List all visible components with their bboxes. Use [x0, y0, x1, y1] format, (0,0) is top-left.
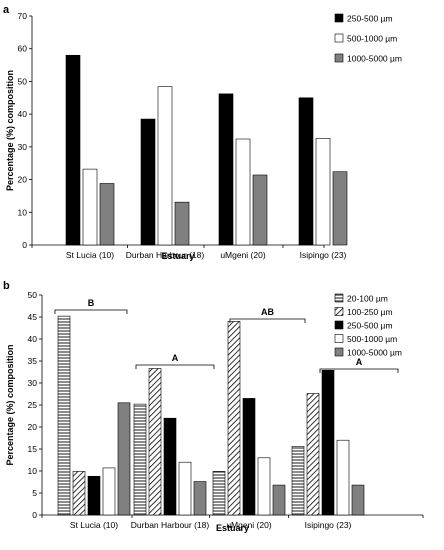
y-axis-title: Percentage (%) composition — [5, 70, 15, 191]
bar-isipingo-series-2 — [332, 171, 348, 246]
bar-umgeni-series-0 — [212, 471, 226, 516]
bar-st-series-2 — [99, 183, 115, 246]
x-tick-label: St Lucia (10) — [70, 520, 118, 530]
legend-swatch — [334, 293, 344, 303]
y-tick-label: 0 — [22, 240, 27, 250]
y-tick-label: 0 — [32, 510, 37, 520]
y-tick-label: 20 — [18, 175, 28, 185]
y-tick-label: 30 — [28, 378, 38, 388]
bar-umgeni-series-1 — [227, 321, 241, 516]
legend-swatch — [334, 33, 344, 43]
bar-umgeni-series-3 — [257, 457, 271, 516]
y-tick-label: 10 — [18, 207, 28, 217]
x-tick-label: Isipingo (23) — [300, 250, 347, 260]
y-tick-label: 15 — [28, 444, 38, 454]
bar-isipingo-series-3 — [336, 439, 350, 516]
y-tick-label: 70 — [18, 11, 28, 21]
group-bracket — [229, 318, 306, 323]
bar-isipingo-series-0 — [291, 446, 305, 516]
legend-label: 500-1000 µm — [347, 34, 397, 44]
bar-st-series-2 — [87, 475, 101, 516]
y-tick-label: 50 — [28, 290, 38, 300]
bar-isipingo-series-1 — [306, 393, 320, 516]
bar-durban-series-3 — [178, 461, 192, 516]
y-tick-label: 60 — [18, 44, 28, 54]
legend-label: 20-100 µm — [347, 294, 388, 304]
bar-isipingo-series-2 — [321, 369, 335, 516]
bar-st-series-0 — [57, 315, 71, 516]
bar-umgeni-series-4 — [272, 484, 286, 516]
bar-durban-series-0 — [140, 118, 156, 246]
x-tick-label: Durban Harbour (18) — [126, 250, 205, 260]
legend-swatch — [334, 307, 344, 316]
y-tick-label: 5 — [32, 488, 37, 498]
bar-isipingo-series-1 — [315, 138, 331, 246]
bar-umgeni-series-1 — [235, 138, 251, 246]
group-bracket — [319, 368, 399, 373]
legend-swatch — [334, 13, 344, 23]
x-axis-title: Estuary — [216, 523, 249, 533]
panel-label: a — [3, 4, 10, 16]
bar-isipingo-series-4 — [351, 484, 365, 516]
panel-label: b — [3, 280, 10, 292]
x-tick-label: uMgeni (20) — [220, 250, 266, 260]
y-tick-label: 35 — [28, 356, 38, 366]
y-axis-title: Percentage (%) composition — [5, 344, 15, 465]
legend-label: 1000-5000 µm — [347, 348, 402, 358]
legend-label: 500-1000 µm — [347, 334, 397, 344]
y-tick-label: 50 — [18, 76, 28, 86]
y-tick-label: 40 — [28, 334, 38, 344]
bar-durban-series-1 — [148, 368, 162, 516]
legend-swatch — [334, 320, 344, 330]
legend-swatch — [334, 347, 344, 357]
group-label: A — [356, 357, 363, 367]
bar-durban-series-1 — [157, 86, 173, 246]
x-tick-label: Isipingo (23) — [305, 520, 352, 530]
y-tick-label: 25 — [28, 400, 38, 410]
y-tick-label: 30 — [18, 142, 28, 152]
group-label: AB — [261, 307, 274, 317]
legend-label: 1000-5000 µm — [347, 54, 402, 64]
bar-st-series-0 — [65, 54, 81, 246]
bar-durban-series-0 — [133, 403, 147, 516]
x-tick-label: uMgeni (20) — [226, 520, 272, 530]
y-tick-label: 20 — [28, 422, 38, 432]
bar-umgeni-series-2 — [252, 174, 268, 246]
legend-label: 100-250 µm — [347, 307, 393, 317]
x-axis-title: Estuary — [161, 251, 194, 261]
chart-panel-b: b 0 5 10 15 20 25 30 35 40 45 50 St Lucia (10) Durban… — [3, 280, 424, 533]
group-label: A — [172, 353, 179, 363]
legend-label: 250-500 µm — [347, 14, 393, 24]
bar-durban-series-4 — [193, 481, 207, 516]
bar-st-series-3 — [102, 467, 116, 516]
x-tick-label: Durban Harbour (18) — [131, 520, 210, 530]
y-tick-label: 40 — [18, 109, 28, 119]
bar-durban-series-2 — [174, 201, 190, 246]
x-tick-label: St Lucia (10) — [66, 250, 114, 260]
bar-umgeni-series-2 — [242, 398, 256, 516]
chart-panel-a: a 0 10 20 30 40 50 60 70 St Lucia (10) Durban Harb… — [3, 4, 402, 261]
bar-isipingo-series-0 — [298, 97, 314, 246]
bar-st-series-1 — [82, 168, 98, 246]
group-label: B — [88, 298, 95, 308]
y-tick-label: 45 — [28, 312, 38, 322]
bar-st-series-4 — [117, 402, 131, 516]
bar-durban-series-2 — [163, 417, 177, 516]
group-bracket — [54, 309, 128, 314]
legend-label: 250-500 µm — [347, 321, 393, 331]
legend-swatch — [334, 334, 344, 343]
bar-umgeni-series-0 — [218, 93, 234, 246]
y-tick-label: 10 — [28, 466, 38, 476]
group-bracket — [135, 364, 215, 369]
legend-swatch — [334, 53, 344, 63]
bar-st-series-1 — [72, 471, 86, 516]
